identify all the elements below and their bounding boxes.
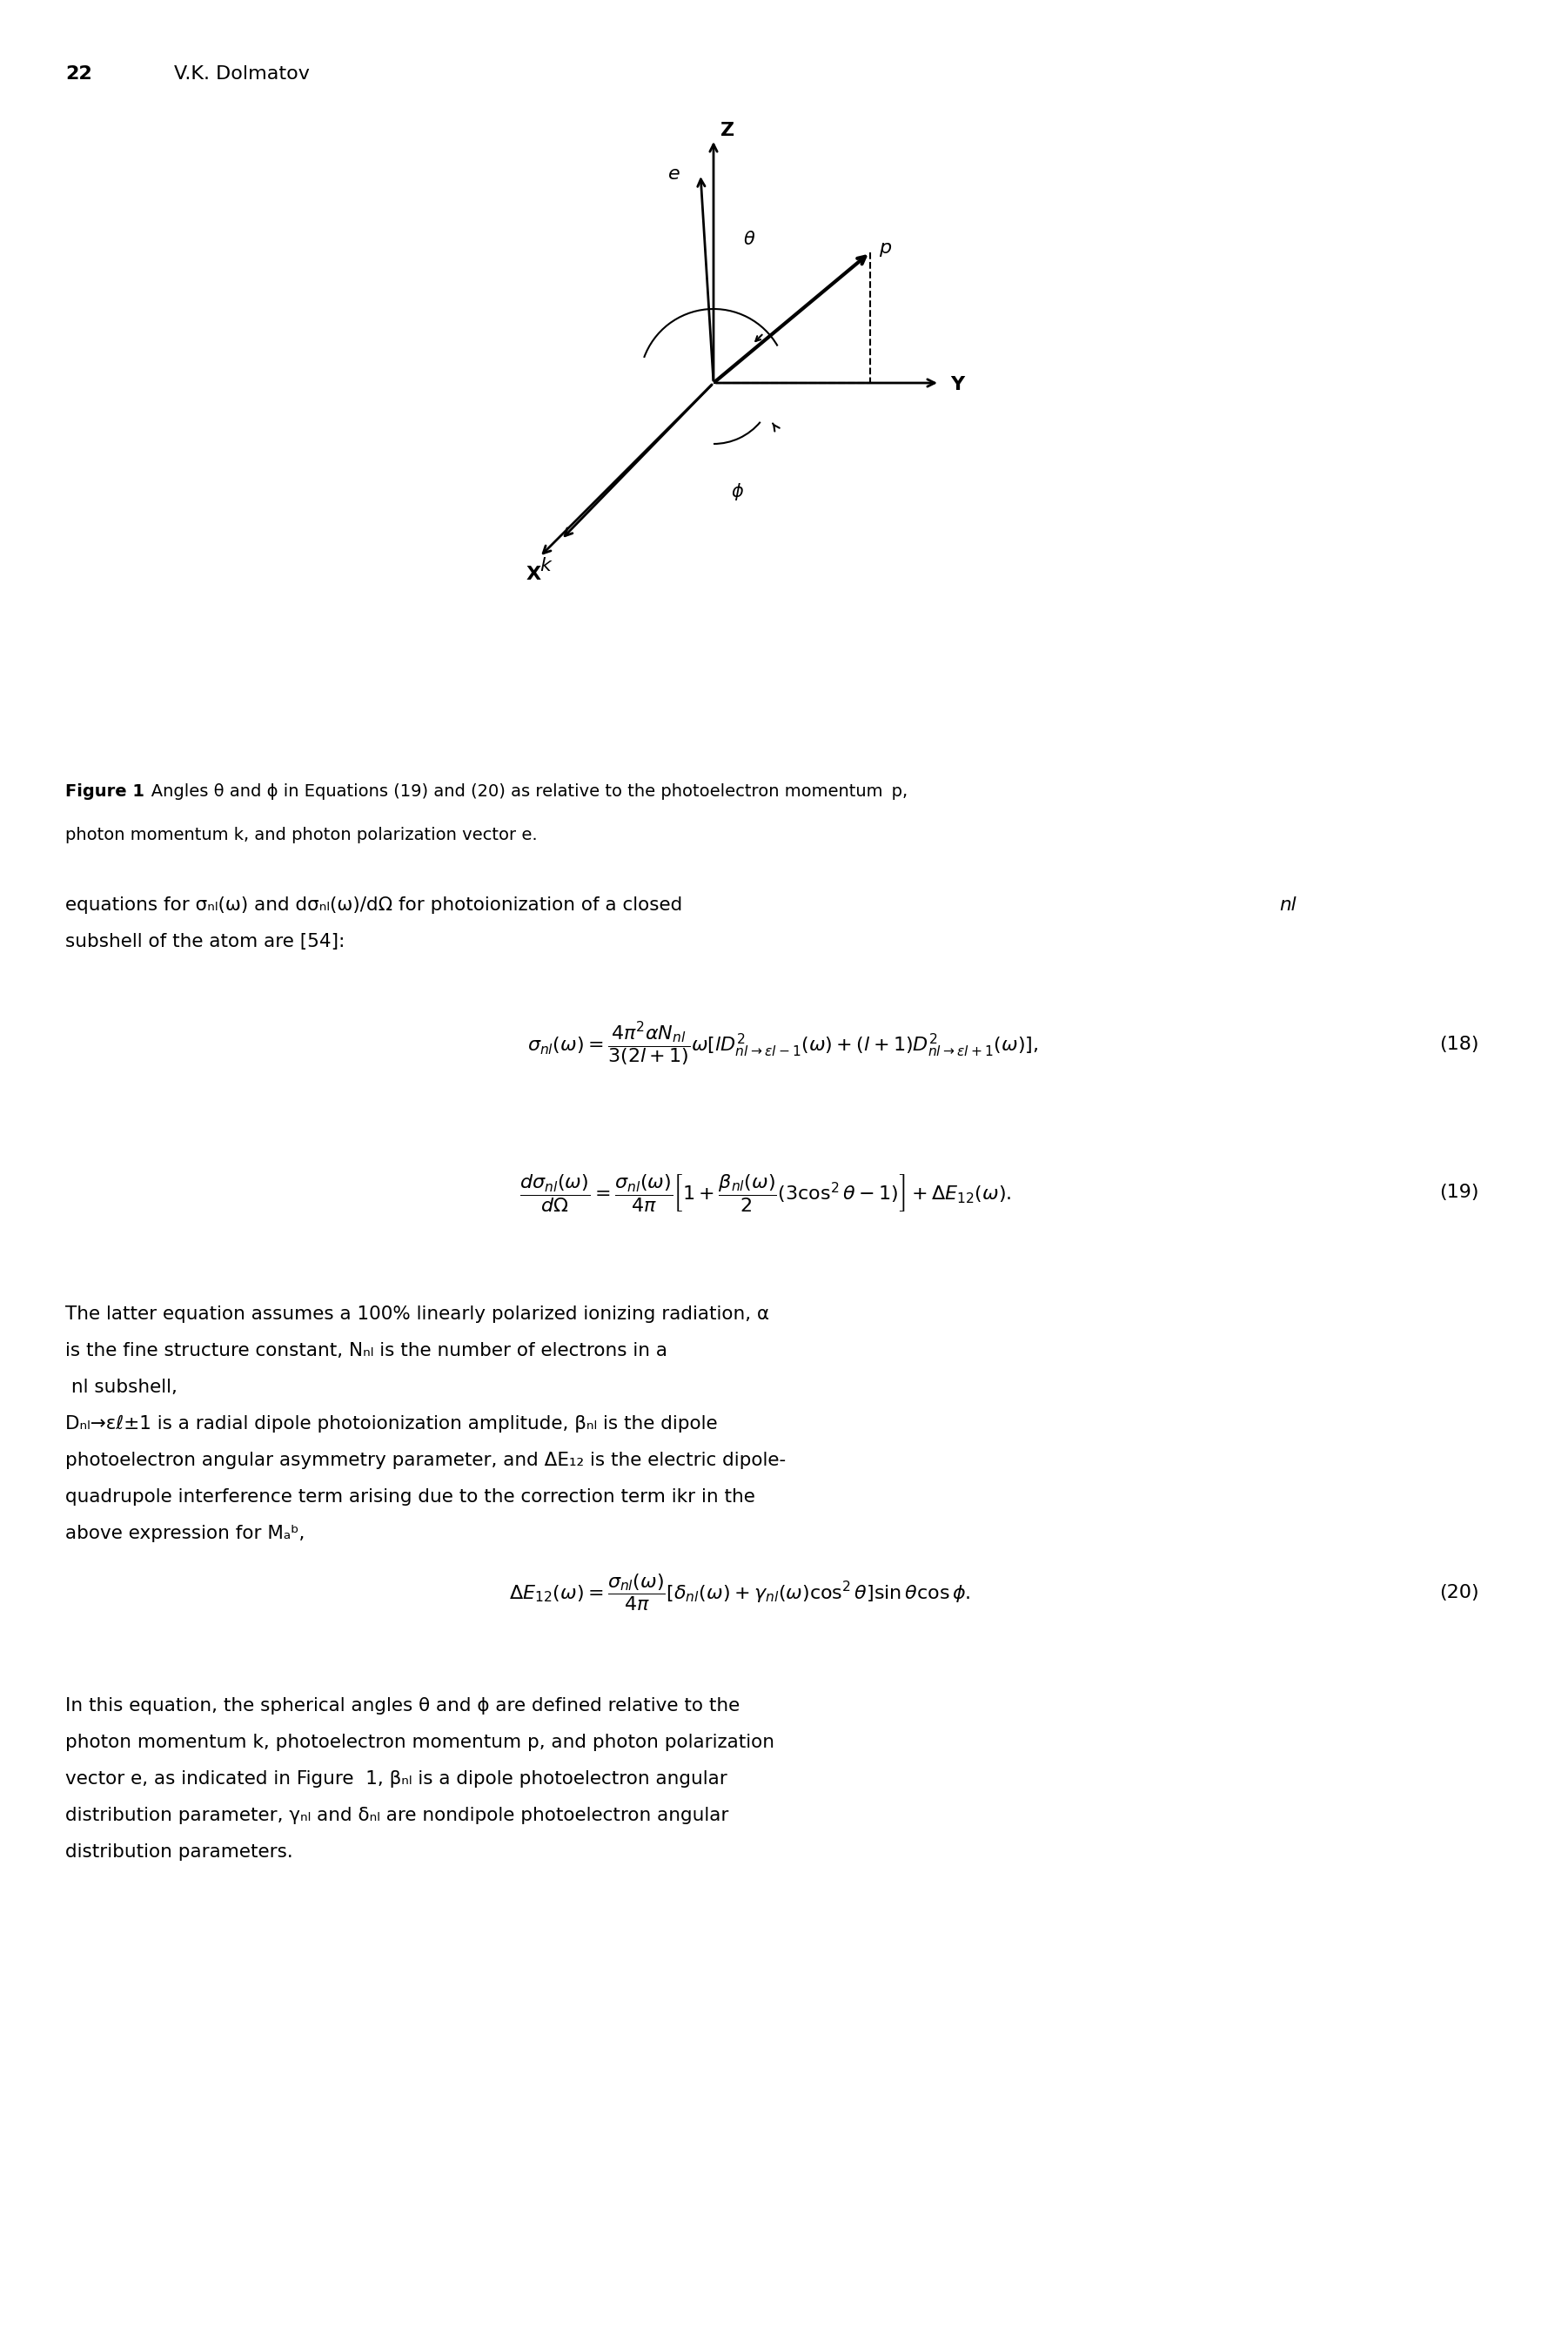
Text: quadrupole interference term arising due to the correction term ikr in the: quadrupole interference term arising due…	[66, 1489, 756, 1506]
Text: In this equation, the spherical angles θ and ϕ are defined relative to the: In this equation, the spherical angles θ…	[66, 1696, 740, 1715]
Text: equations for σₙₗ(ω) and dσₙₗ(ω)/dΩ for photoionization of a closed: equations for σₙₗ(ω) and dσₙₗ(ω)/dΩ for …	[66, 897, 682, 914]
Text: Figure 1: Figure 1	[66, 782, 144, 799]
Text: nl: nl	[1279, 897, 1297, 914]
Text: (18): (18)	[1439, 1036, 1479, 1052]
Text: $\Delta E_{12}(\omega) = \dfrac{\sigma_{nl}(\omega)}{4\pi}[\delta_{nl}(\omega) +: $\Delta E_{12}(\omega) = \dfrac{\sigma_{…	[508, 1571, 971, 1614]
Text: subshell of the atom are [54]:: subshell of the atom are [54]:	[66, 933, 345, 951]
Text: distribution parameters.: distribution parameters.	[66, 1844, 293, 1860]
Text: is the fine structure constant, Nₙₗ is the number of electrons in a: is the fine structure constant, Nₙₗ is t…	[66, 1341, 668, 1360]
Text: $\sigma_{nl}(\omega) = \dfrac{4\pi^2\alpha N_{nl}}{3(2l+1)}\omega[lD^2_{nl\right: $\sigma_{nl}(\omega) = \dfrac{4\pi^2\alp…	[527, 1019, 1038, 1069]
Text: photon momentum k, and photon polarization vector e.: photon momentum k, and photon polarizati…	[66, 827, 538, 843]
Text: nl subshell,: nl subshell,	[66, 1379, 177, 1395]
Text: Dₙₗ→εℓ±1 is a radial dipole photoionization amplitude, βₙₗ is the dipole: Dₙₗ→εℓ±1 is a radial dipole photoionizat…	[66, 1414, 718, 1433]
Text: ϕ: ϕ	[731, 484, 743, 500]
Text: X: X	[527, 566, 541, 583]
Text: $\dfrac{d\sigma_{nl}(\omega)}{d\Omega} = \dfrac{\sigma_{nl}(\omega)}{4\pi}\left[: $\dfrac{d\sigma_{nl}(\omega)}{d\Omega} =…	[519, 1172, 1011, 1212]
Text: (20): (20)	[1439, 1583, 1479, 1602]
Text: (19): (19)	[1439, 1184, 1479, 1200]
Text: 22: 22	[66, 66, 93, 82]
Text: photoelectron angular asymmetry parameter, and ΔE₁₂ is the electric dipole-: photoelectron angular asymmetry paramete…	[66, 1452, 786, 1468]
Text: e: e	[668, 164, 681, 183]
Text: Y: Y	[950, 376, 964, 392]
Text: distribution parameter, γₙₗ and δₙₗ are nondipole photoelectron angular: distribution parameter, γₙₗ and δₙₗ are …	[66, 1806, 729, 1825]
Text: θ: θ	[743, 230, 756, 249]
Text: Z: Z	[720, 122, 734, 139]
Text: p: p	[878, 240, 891, 256]
Text: Angles θ and ϕ in Equations (19) and (20) as relative to the photoelectron momen: Angles θ and ϕ in Equations (19) and (20…	[135, 782, 908, 799]
Text: The latter equation assumes a 100% linearly polarized ionizing radiation, α: The latter equation assumes a 100% linea…	[66, 1306, 770, 1322]
Text: V.K. Dolmatov: V.K. Dolmatov	[174, 66, 309, 82]
Text: k: k	[539, 557, 550, 576]
Text: photon momentum k, photoelectron momentum p, and photon polarization: photon momentum k, photoelectron momentu…	[66, 1734, 775, 1750]
Text: above expression for Mₐᵇ,: above expression for Mₐᵇ,	[66, 1525, 304, 1543]
Text: vector e, as indicated in Figure  1, βₙₗ is a dipole photoelectron angular: vector e, as indicated in Figure 1, βₙₗ …	[66, 1771, 728, 1788]
